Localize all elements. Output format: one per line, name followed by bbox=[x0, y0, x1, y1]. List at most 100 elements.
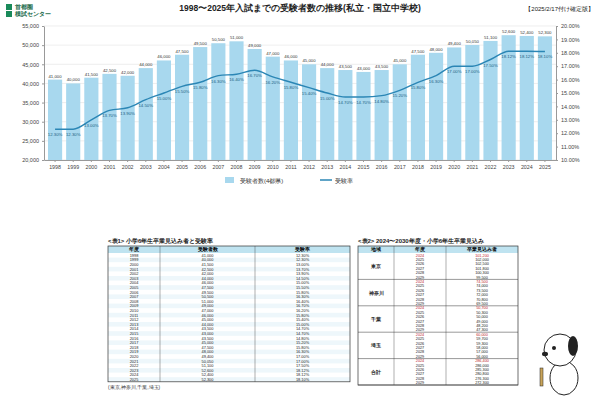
axis-line bbox=[45, 160, 557, 161]
mascot-body bbox=[550, 361, 578, 395]
table-region: 東京 bbox=[370, 263, 381, 269]
table-rule bbox=[358, 305, 518, 306]
table-cell: 2026 bbox=[416, 342, 424, 346]
table-cell: 2026 bbox=[416, 315, 424, 319]
tick-mark bbox=[218, 160, 219, 162]
table-cell: 47,300 bbox=[476, 328, 488, 332]
tick: 13.00% bbox=[556, 117, 580, 123]
table-cell: 59,300 bbox=[476, 342, 488, 346]
line bbox=[55, 51, 545, 129]
bar-label: 51,100 bbox=[484, 35, 498, 40]
tick: 2005 bbox=[176, 160, 188, 170]
table-cell: 50,700 bbox=[476, 306, 488, 310]
tick-label: 2019 bbox=[430, 164, 442, 170]
tick-label: 2017 bbox=[394, 164, 406, 170]
table-cell: 2029 bbox=[416, 355, 424, 359]
table-cell: 285,300 bbox=[475, 368, 489, 372]
tick: 2013 bbox=[321, 160, 333, 170]
bar bbox=[393, 64, 407, 160]
table-rule bbox=[160, 246, 161, 382]
bar-label: 45,000 bbox=[393, 58, 407, 63]
axis-line bbox=[556, 27, 557, 161]
tick-mark bbox=[182, 160, 183, 162]
tick-mark bbox=[556, 53, 558, 54]
table-cell: 2026 bbox=[416, 262, 424, 266]
tick-mark bbox=[556, 120, 558, 121]
table-cell: 2028 bbox=[416, 377, 424, 381]
bar-label: 41,500 bbox=[85, 72, 99, 77]
tick: 20.00% bbox=[556, 23, 580, 29]
tick: 25,000 bbox=[22, 138, 44, 144]
tick: 2012 bbox=[303, 160, 315, 170]
table-cell: 2028 bbox=[416, 324, 424, 328]
table-cell: 2027 bbox=[416, 267, 424, 271]
axis: 10.00%11.00%12.00%13.00%14.00%15.00%16.0… bbox=[556, 23, 580, 163]
line-label: 14.70% bbox=[356, 100, 371, 105]
bar bbox=[502, 35, 516, 160]
tick-label: 1998 bbox=[49, 164, 61, 170]
bar bbox=[302, 64, 316, 160]
line-label: 13.90% bbox=[120, 111, 135, 116]
table-cell: 2024 bbox=[416, 359, 424, 363]
bar-label: 49,000 bbox=[248, 43, 262, 48]
tick: 45,000 bbox=[22, 62, 44, 68]
bar-label: 48,000 bbox=[429, 47, 443, 52]
tick: 12.00% bbox=[556, 130, 580, 136]
bar-label: 47,500 bbox=[175, 49, 189, 54]
bar bbox=[320, 68, 334, 160]
bar-label: 44,000 bbox=[321, 62, 335, 67]
tick: 14.00% bbox=[556, 104, 580, 110]
bar-label: 50,500 bbox=[212, 37, 226, 42]
legend-label: 受験者数(4都県) bbox=[240, 178, 283, 184]
table-caption: <表2> 2024〜2030年度・小学6年生卒業見込み bbox=[358, 237, 484, 244]
table-row-bg bbox=[108, 359, 350, 364]
table-cell: 286,400 bbox=[475, 359, 489, 363]
line-label: 17.50% bbox=[483, 63, 498, 68]
bar-label: 52,300 bbox=[538, 30, 552, 35]
tick: 2009 bbox=[249, 160, 261, 170]
table-header: 年度 bbox=[128, 246, 139, 252]
table2: <表2> 2024〜2030年度・小学6年生卒業見込み地域年度卒業見込み者東京2… bbox=[358, 237, 518, 385]
tick-label: 14.00% bbox=[561, 104, 580, 110]
line-label: 14.70% bbox=[338, 100, 353, 105]
tick-mark bbox=[42, 45, 44, 46]
tick-label: 18.00% bbox=[561, 50, 580, 56]
tick: 2006 bbox=[194, 160, 206, 170]
table-cell: 59,700 bbox=[476, 337, 488, 341]
tick-mark bbox=[363, 160, 364, 162]
bar bbox=[66, 83, 80, 160]
bar-label: 49,500 bbox=[194, 41, 208, 46]
bar-label: 43,000 bbox=[357, 66, 371, 71]
tick-label: 2014 bbox=[339, 164, 351, 170]
tick-label: 2002 bbox=[122, 164, 134, 170]
tick-label: 2001 bbox=[104, 164, 116, 170]
tick-label: 50,000 bbox=[22, 42, 39, 48]
table-cell: 74,000 bbox=[476, 284, 488, 288]
bar-label: 46,000 bbox=[157, 54, 171, 59]
bar bbox=[284, 60, 298, 160]
chart-title: 1998〜2025年入試までの受験者数の推移(私立・国立中学校) bbox=[179, 3, 421, 13]
bar bbox=[356, 72, 370, 160]
bar bbox=[266, 57, 280, 160]
bar bbox=[248, 49, 262, 160]
table-cell: 99,500 bbox=[476, 276, 488, 280]
bar-label: 47,500 bbox=[411, 49, 425, 54]
table-cell: 72,000 bbox=[476, 293, 488, 297]
tick-label: 11.00% bbox=[561, 144, 579, 150]
table-row-bg bbox=[108, 313, 350, 318]
tick-mark bbox=[42, 26, 44, 27]
tick-mark bbox=[91, 160, 92, 162]
bar bbox=[429, 53, 443, 160]
table-region: 神奈川 bbox=[368, 290, 384, 296]
table-header: 受験率 bbox=[295, 246, 310, 252]
tick-label: 55,000 bbox=[22, 23, 39, 29]
tick-mark bbox=[556, 26, 558, 27]
tick: 2000 bbox=[85, 160, 97, 170]
table-cell: 18.10% bbox=[296, 377, 310, 382]
line-label: 17.00% bbox=[447, 69, 462, 74]
tick-label: 2018 bbox=[412, 164, 424, 170]
table-note: (東京,神奈川,千葉,埼玉) bbox=[108, 384, 161, 390]
table-cell: 2024 bbox=[416, 280, 424, 284]
tick-mark bbox=[327, 160, 328, 162]
bar-label: 43,500 bbox=[339, 64, 353, 69]
